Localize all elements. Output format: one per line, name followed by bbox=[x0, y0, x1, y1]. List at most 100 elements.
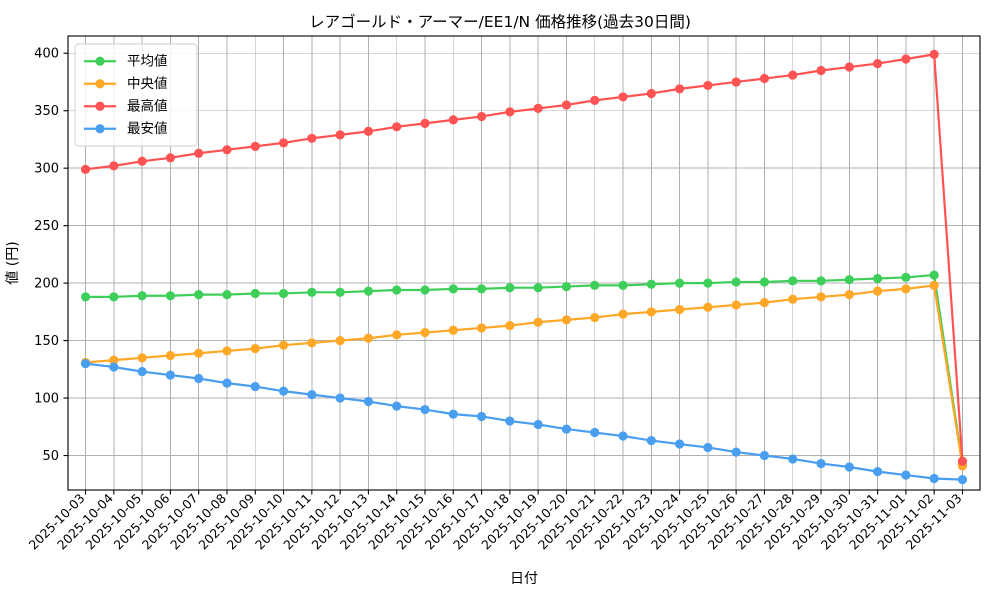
data-point bbox=[505, 416, 515, 426]
data-point bbox=[759, 298, 770, 308]
data-point bbox=[109, 362, 119, 372]
data-point bbox=[476, 323, 487, 333]
legend-item-2[interactable]: 中央値 bbox=[84, 76, 168, 92]
data-point bbox=[448, 409, 458, 419]
legend-label: 中央値 bbox=[127, 76, 168, 92]
data-point bbox=[137, 353, 147, 363]
data-point bbox=[420, 285, 430, 295]
data-point bbox=[222, 145, 232, 155]
data-point bbox=[957, 456, 968, 466]
data-point bbox=[137, 367, 147, 377]
data-point bbox=[618, 280, 628, 291]
series-line bbox=[84, 284, 964, 467]
data-point bbox=[674, 84, 685, 94]
legend-item-3[interactable]: 最高値 bbox=[84, 97, 168, 114]
data-point bbox=[250, 381, 260, 392]
series-line bbox=[84, 273, 964, 466]
y-axis-label: 値 (円) bbox=[5, 241, 21, 284]
data-point bbox=[844, 462, 854, 472]
data-point bbox=[816, 458, 826, 469]
data-point bbox=[816, 276, 826, 286]
data-point bbox=[250, 344, 260, 354]
data-point bbox=[80, 164, 91, 174]
data-point bbox=[929, 280, 939, 291]
data-point bbox=[505, 321, 515, 331]
y-tick-label: 50 bbox=[42, 449, 59, 464]
data-point bbox=[448, 115, 458, 125]
data-point bbox=[788, 70, 798, 80]
data-point bbox=[674, 304, 685, 315]
data-point bbox=[873, 286, 883, 296]
data-point bbox=[759, 73, 770, 84]
data-point bbox=[533, 419, 543, 430]
data-point bbox=[590, 95, 600, 105]
data-point bbox=[165, 291, 175, 301]
data-point bbox=[901, 284, 911, 294]
legend-background bbox=[74, 43, 198, 147]
data-point bbox=[194, 290, 204, 300]
data-point bbox=[307, 287, 317, 297]
data-series-layer bbox=[80, 49, 968, 485]
y-tick-label: 200 bbox=[34, 277, 59, 292]
data-point bbox=[392, 285, 402, 295]
data-point bbox=[929, 49, 939, 59]
data-point bbox=[788, 276, 798, 286]
data-point bbox=[533, 317, 543, 327]
series-line bbox=[84, 53, 964, 463]
data-point bbox=[165, 153, 175, 163]
data-point bbox=[448, 284, 458, 294]
legend-item-4[interactable]: 最安値 bbox=[84, 121, 168, 137]
data-point bbox=[561, 424, 572, 434]
data-point bbox=[561, 315, 572, 325]
legend-swatch-marker bbox=[95, 56, 105, 66]
y-tick-label: 100 bbox=[34, 392, 59, 407]
data-point bbox=[505, 107, 515, 117]
data-point bbox=[731, 277, 741, 287]
series-3 bbox=[80, 49, 968, 466]
data-point bbox=[618, 309, 628, 319]
data-point bbox=[363, 396, 374, 407]
legend-item-1[interactable]: 平均値 bbox=[84, 53, 168, 69]
data-point bbox=[194, 373, 204, 384]
data-point bbox=[561, 281, 572, 292]
data-point bbox=[222, 290, 232, 300]
y-tick-label: 150 bbox=[34, 334, 59, 349]
data-point bbox=[80, 292, 91, 302]
data-point bbox=[816, 65, 826, 76]
data-point bbox=[109, 161, 119, 171]
legend-label: 平均値 bbox=[127, 53, 168, 69]
data-point bbox=[307, 390, 317, 400]
data-point bbox=[788, 294, 798, 304]
data-point bbox=[335, 393, 345, 403]
data-point bbox=[731, 77, 741, 87]
data-point bbox=[646, 307, 656, 317]
data-point bbox=[844, 62, 854, 72]
data-point bbox=[278, 340, 289, 350]
chart-title: レアゴールド・アーマー/EE1/N 価格推移(過去30日間) bbox=[309, 12, 691, 31]
data-point bbox=[759, 450, 770, 461]
data-point bbox=[788, 454, 798, 464]
data-point bbox=[278, 386, 289, 396]
data-point bbox=[873, 273, 883, 284]
y-tick-label: 250 bbox=[34, 219, 59, 234]
data-point bbox=[646, 279, 656, 289]
legend-label: 最安値 bbox=[127, 121, 168, 137]
data-point bbox=[420, 327, 430, 338]
y-tick-label: 300 bbox=[34, 162, 59, 177]
data-point bbox=[363, 286, 374, 296]
data-point bbox=[703, 80, 713, 91]
y-axis-ticks: 50 100 150 200 250 300 350 400 bbox=[34, 47, 68, 464]
data-point bbox=[392, 401, 402, 411]
data-point bbox=[420, 118, 430, 128]
legend-label: 最高値 bbox=[127, 97, 168, 114]
data-point bbox=[392, 122, 402, 132]
data-point bbox=[137, 291, 147, 301]
data-point bbox=[590, 312, 600, 323]
legend-swatch-marker bbox=[95, 101, 105, 111]
data-point bbox=[731, 447, 741, 457]
data-point bbox=[307, 338, 317, 348]
data-point bbox=[335, 130, 345, 140]
